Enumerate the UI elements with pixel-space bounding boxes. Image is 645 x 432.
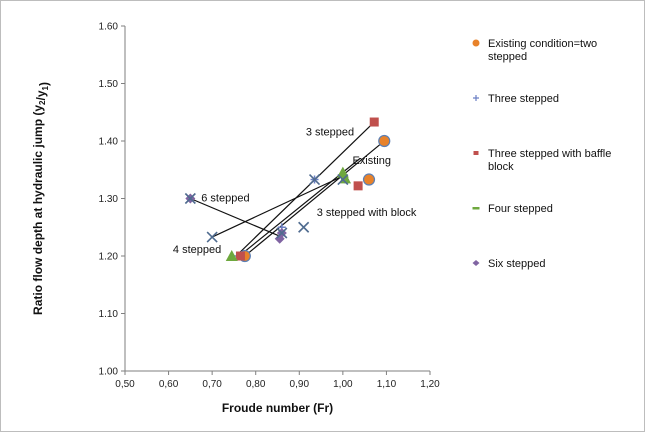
x-tick-label: 0,70 xyxy=(202,379,222,390)
legend-marker xyxy=(472,39,480,47)
annotation-label: 6 stepped xyxy=(201,192,249,204)
y-tick-label: 1.50 xyxy=(99,79,119,90)
legend-marker xyxy=(473,95,479,101)
legend-label: Three stepped xyxy=(488,93,559,105)
data-point xyxy=(308,173,321,186)
legend-label: Existing condition=two stepped xyxy=(488,38,597,63)
annotation-label: Existing xyxy=(352,155,391,167)
x-axis-title: Froude number (Fr) xyxy=(222,401,333,415)
x-tick-label: 1,00 xyxy=(333,379,353,390)
data-point xyxy=(369,117,379,127)
x-tick-label: 0,90 xyxy=(290,379,310,390)
y-tick-label: 1.40 xyxy=(99,137,119,148)
y-tick-label: 1.20 xyxy=(99,252,119,263)
data-point xyxy=(276,227,288,239)
y-axis-title: Ratio flow depth at hydraulic jump (y2/y… xyxy=(31,82,51,315)
data-point xyxy=(225,250,238,261)
x-tick-label: 0,80 xyxy=(246,379,266,390)
legend-marker xyxy=(473,151,479,155)
legend-marker xyxy=(472,260,480,266)
annotations: 3 stepped Existing 6 stepped 3 stepped with… xyxy=(173,126,417,256)
legend-label: Four stepped xyxy=(488,203,553,215)
data-point xyxy=(184,192,196,205)
data-points xyxy=(184,117,391,263)
data-point xyxy=(337,173,349,186)
annotation-label: 3 stepped with block xyxy=(317,207,417,219)
annotation-label: 3 stepped xyxy=(306,126,354,138)
y-tick-label: 1.30 xyxy=(99,194,119,205)
trend-line xyxy=(235,121,375,257)
x-tick-label: 0,60 xyxy=(159,379,179,390)
x-tick-label: 1,20 xyxy=(420,379,440,390)
trend-line xyxy=(244,140,385,257)
x-tick-label: 0,50 xyxy=(115,379,135,390)
x-tick-label: 1,10 xyxy=(377,379,397,390)
data-point xyxy=(206,231,218,243)
trend-line xyxy=(211,174,345,238)
data-point xyxy=(362,173,376,186)
y-tick-label: 1.60 xyxy=(99,22,119,33)
axes: 0,50 0,60 0,70 0,80 0,90 1,00 1,10 1,20 1.00 1.10… xyxy=(99,22,441,391)
annotation-label: 4 stepped xyxy=(173,244,221,256)
data-point xyxy=(353,181,363,191)
data-point xyxy=(378,134,391,148)
legend-label: Six stepped xyxy=(488,258,545,270)
legend-marker xyxy=(472,207,480,210)
y-tick-label: 1.00 xyxy=(99,367,119,378)
trend-line xyxy=(190,197,283,238)
data-point xyxy=(235,251,245,261)
y-tick-label: 1.10 xyxy=(99,309,119,320)
data-point xyxy=(298,221,310,233)
legend-label: Three stepped with baffle block xyxy=(488,148,611,173)
legend: Existing condition=two stepped Three stepp… xyxy=(472,38,611,270)
